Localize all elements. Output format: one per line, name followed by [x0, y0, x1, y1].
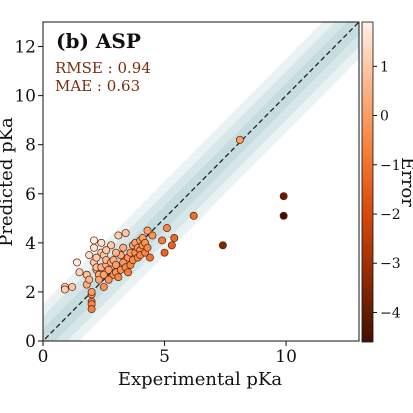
data-point [119, 243, 128, 252]
data-point [107, 241, 116, 250]
data-point [73, 258, 81, 267]
x-axis-ticks: 0 5 10 [38, 341, 297, 367]
data-point [99, 270, 108, 279]
data-point [68, 283, 77, 291]
data-point [163, 224, 171, 233]
data-point [104, 265, 113, 274]
data-point [99, 283, 108, 291]
data-point [158, 236, 167, 245]
colorbar [361, 21, 374, 343]
x-axis-label: Experimental pKa [118, 369, 283, 390]
y-axis-label: Predicted pKa [0, 117, 17, 247]
y-tick-label: 8 [25, 136, 36, 156]
data-point [114, 231, 123, 240]
y-tick-label: 6 [25, 185, 36, 205]
data-point [146, 253, 154, 262]
data-point [87, 305, 96, 314]
rmse-label: RMSE : 0.94 [55, 59, 151, 77]
data-point [148, 231, 157, 240]
y-axis-ticks: 0 2 4 6 8 10 12 [14, 38, 43, 352]
data-point [124, 268, 133, 277]
y-tick-label: 0 [25, 332, 36, 352]
colorbar-label: Error [397, 157, 413, 207]
colorbar-tick-label: −4 [380, 305, 401, 321]
data-point [170, 233, 179, 242]
y-tick-label: 10 [14, 87, 36, 107]
data-point [279, 192, 288, 201]
colorbar-tick-label: −1 [380, 158, 401, 174]
data-point [167, 241, 176, 250]
y-tick-label: 12 [14, 38, 36, 58]
data-point [60, 285, 69, 294]
panel-title: (b) ASP [56, 29, 141, 53]
colorbar-ticks: 1 0 −1 −2 −3 −4 [373, 59, 401, 321]
data-point [114, 273, 123, 282]
colorbar-tick-label: −3 [380, 256, 401, 272]
data-point [90, 236, 98, 245]
data-point [279, 211, 288, 220]
data-point [160, 248, 169, 257]
data-point [111, 260, 120, 269]
data-point [143, 243, 152, 252]
data-points [60, 135, 288, 314]
data-point [104, 275, 113, 284]
data-point [218, 241, 227, 250]
y-tick-label: 2 [25, 283, 36, 303]
x-tick-label: 5 [159, 347, 170, 367]
mae-label: MAE : 0.63 [55, 77, 140, 95]
y-tick-label: 4 [25, 234, 36, 254]
data-point [102, 246, 111, 255]
data-point [75, 268, 84, 277]
data-point [143, 226, 152, 235]
data-point [121, 229, 130, 237]
data-point [94, 275, 103, 284]
data-point [92, 253, 101, 262]
x-tick-label: 0 [38, 347, 49, 367]
data-point [111, 248, 120, 257]
parity-line [43, 22, 359, 341]
data-point [85, 275, 94, 284]
colorbar-tick-label: −2 [380, 207, 401, 223]
colorbar-tick-label: 1 [380, 59, 389, 75]
data-point [90, 243, 98, 252]
colorbar-tick-label: 0 [380, 109, 389, 125]
data-point [235, 135, 244, 144]
data-point [85, 251, 94, 260]
data-point [97, 238, 106, 247]
plot-frame [42, 21, 360, 342]
data-point [189, 211, 198, 220]
data-point [87, 287, 96, 296]
x-tick-label: 10 [275, 347, 297, 367]
